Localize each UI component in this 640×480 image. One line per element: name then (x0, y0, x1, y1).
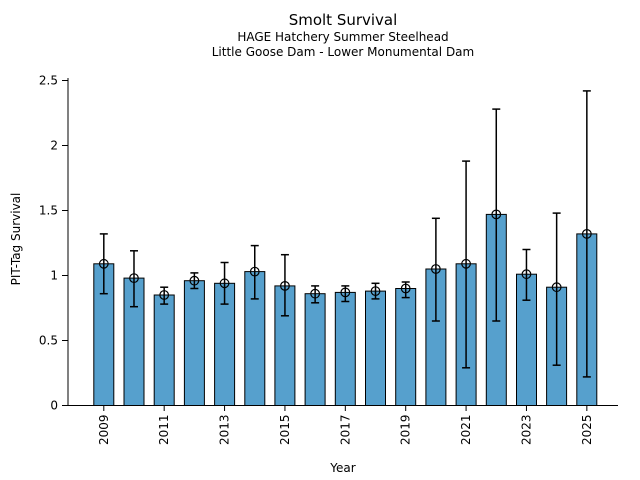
y-tick-label-2: 2 (50, 139, 58, 153)
x-tick-label-2017: 2017 (338, 415, 352, 446)
chart-subtitle-line2: Little Goose Dam - Lower Monumental Dam (211, 44, 475, 59)
marker-2009 (98, 258, 109, 269)
x-axis-label: Year (330, 461, 356, 475)
marker-2018 (370, 286, 381, 297)
bar-2012 (183, 280, 205, 407)
chart-title: Smolt Survival (288, 11, 398, 29)
marker-2019 (400, 283, 411, 294)
marker-2015 (280, 281, 290, 291)
y-tick-label-1.5: 1.5 (39, 204, 58, 218)
marker-2010 (129, 273, 139, 284)
marker-2023 (521, 269, 532, 280)
x-tick-label-2023: 2023 (519, 415, 533, 446)
marker-2016 (310, 288, 321, 299)
bar-2011 (153, 294, 175, 406)
x-tick-label-2025: 2025 (580, 415, 594, 446)
x-tick-label-2013: 2013 (218, 415, 232, 446)
y-tick-label-1: 1 (50, 269, 58, 283)
marker-2022 (491, 209, 502, 220)
title-block: Smolt Survival HAGE Hatchery Summer Stee… (68, 11, 618, 60)
marker-2020 (430, 264, 441, 274)
marker-2017 (340, 287, 351, 298)
y-axis-label: PIT-Tag Survival (9, 192, 23, 286)
marker-2012 (189, 275, 200, 286)
x-tick-label-2021: 2021 (459, 415, 473, 446)
bar-2019 (395, 288, 417, 406)
y-tick-label-0: 0 (50, 399, 58, 413)
chart-subtitle-line1: HAGE Hatchery Summer Steelhead (237, 29, 449, 44)
marker-2013 (219, 278, 230, 289)
marker-2011 (159, 290, 170, 300)
bar-2016 (304, 293, 326, 407)
x-tick-label-2015: 2015 (278, 415, 292, 446)
marker-2024 (551, 282, 562, 293)
x-tick-label-2009: 2009 (97, 415, 111, 446)
bar-2017 (334, 291, 356, 406)
y-tick-label-0.5: 0.5 (39, 334, 58, 348)
marker-2014 (249, 266, 260, 277)
x-tick-label-2019: 2019 (399, 415, 413, 446)
y-tick-label-2.5: 2.5 (39, 74, 58, 88)
bar-2018 (365, 290, 386, 407)
marker-2021 (461, 258, 471, 269)
x-tick-label-2011: 2011 (157, 415, 171, 446)
marker-2025 (581, 228, 592, 239)
